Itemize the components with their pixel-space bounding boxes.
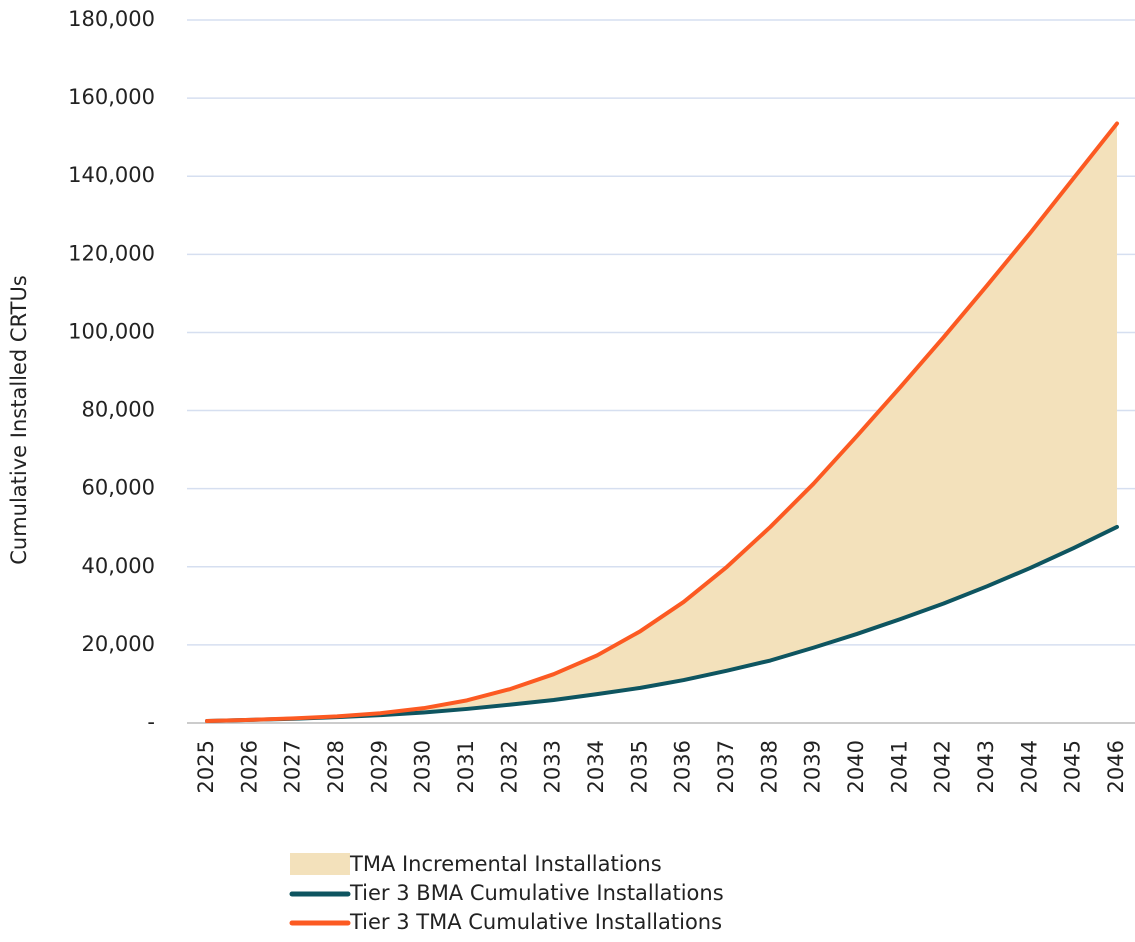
y-tick-label: 60,000	[82, 476, 155, 500]
x-tick-label: 2027	[281, 740, 305, 793]
x-tick-label: 2044	[1017, 740, 1041, 793]
x-tick-label: 2038	[757, 740, 781, 793]
x-tick-label: 2045	[1061, 740, 1085, 793]
x-tick-label: 2037	[714, 740, 738, 793]
y-axis-label: Cumulative Installed CRTUs	[7, 275, 31, 565]
x-tick-label: 2035	[627, 740, 651, 793]
x-tick-label: 2032	[497, 740, 521, 793]
x-tick-label: 2039	[801, 740, 825, 793]
legend-label: Tier 3 BMA Cumulative Installations	[349, 881, 724, 905]
y-tick-label: 120,000	[68, 241, 155, 265]
x-tick-label: 2031	[454, 740, 478, 793]
y-tick-label: 20,000	[82, 632, 155, 656]
x-tick-label: 2034	[584, 740, 608, 793]
y-tick-label: 180,000	[68, 7, 155, 31]
x-tick-label: 2025	[194, 740, 218, 793]
x-tick-label: 2033	[541, 740, 565, 793]
legend-swatch	[290, 853, 350, 875]
x-tick-label: 2030	[411, 740, 435, 793]
legend-label: TMA Incremental Installations	[349, 852, 662, 876]
y-tick-label: 40,000	[82, 554, 155, 578]
y-tick-label: 140,000	[68, 163, 155, 187]
legend-label: Tier 3 TMA Cumulative Installations	[349, 910, 722, 934]
x-tick-label: 2041	[887, 740, 911, 793]
x-tick-label: 2042	[931, 740, 955, 793]
x-tick-label: 2040	[844, 740, 868, 793]
line	[205, 121, 1119, 724]
y-tick-label: 80,000	[82, 398, 155, 422]
y-tick-label: -	[147, 710, 155, 734]
x-tick-label: 2026	[237, 740, 261, 793]
x-tick-label: 2029	[367, 740, 391, 793]
y-tick-label: 100,000	[68, 319, 155, 343]
x-tick-label: 2036	[671, 740, 695, 793]
area	[207, 123, 1117, 722]
x-tick-label: 2046	[1104, 740, 1128, 793]
y-tick-label: 160,000	[68, 85, 155, 109]
x-tick-label: 2043	[974, 740, 998, 793]
x-tick-label: 2028	[324, 740, 348, 793]
